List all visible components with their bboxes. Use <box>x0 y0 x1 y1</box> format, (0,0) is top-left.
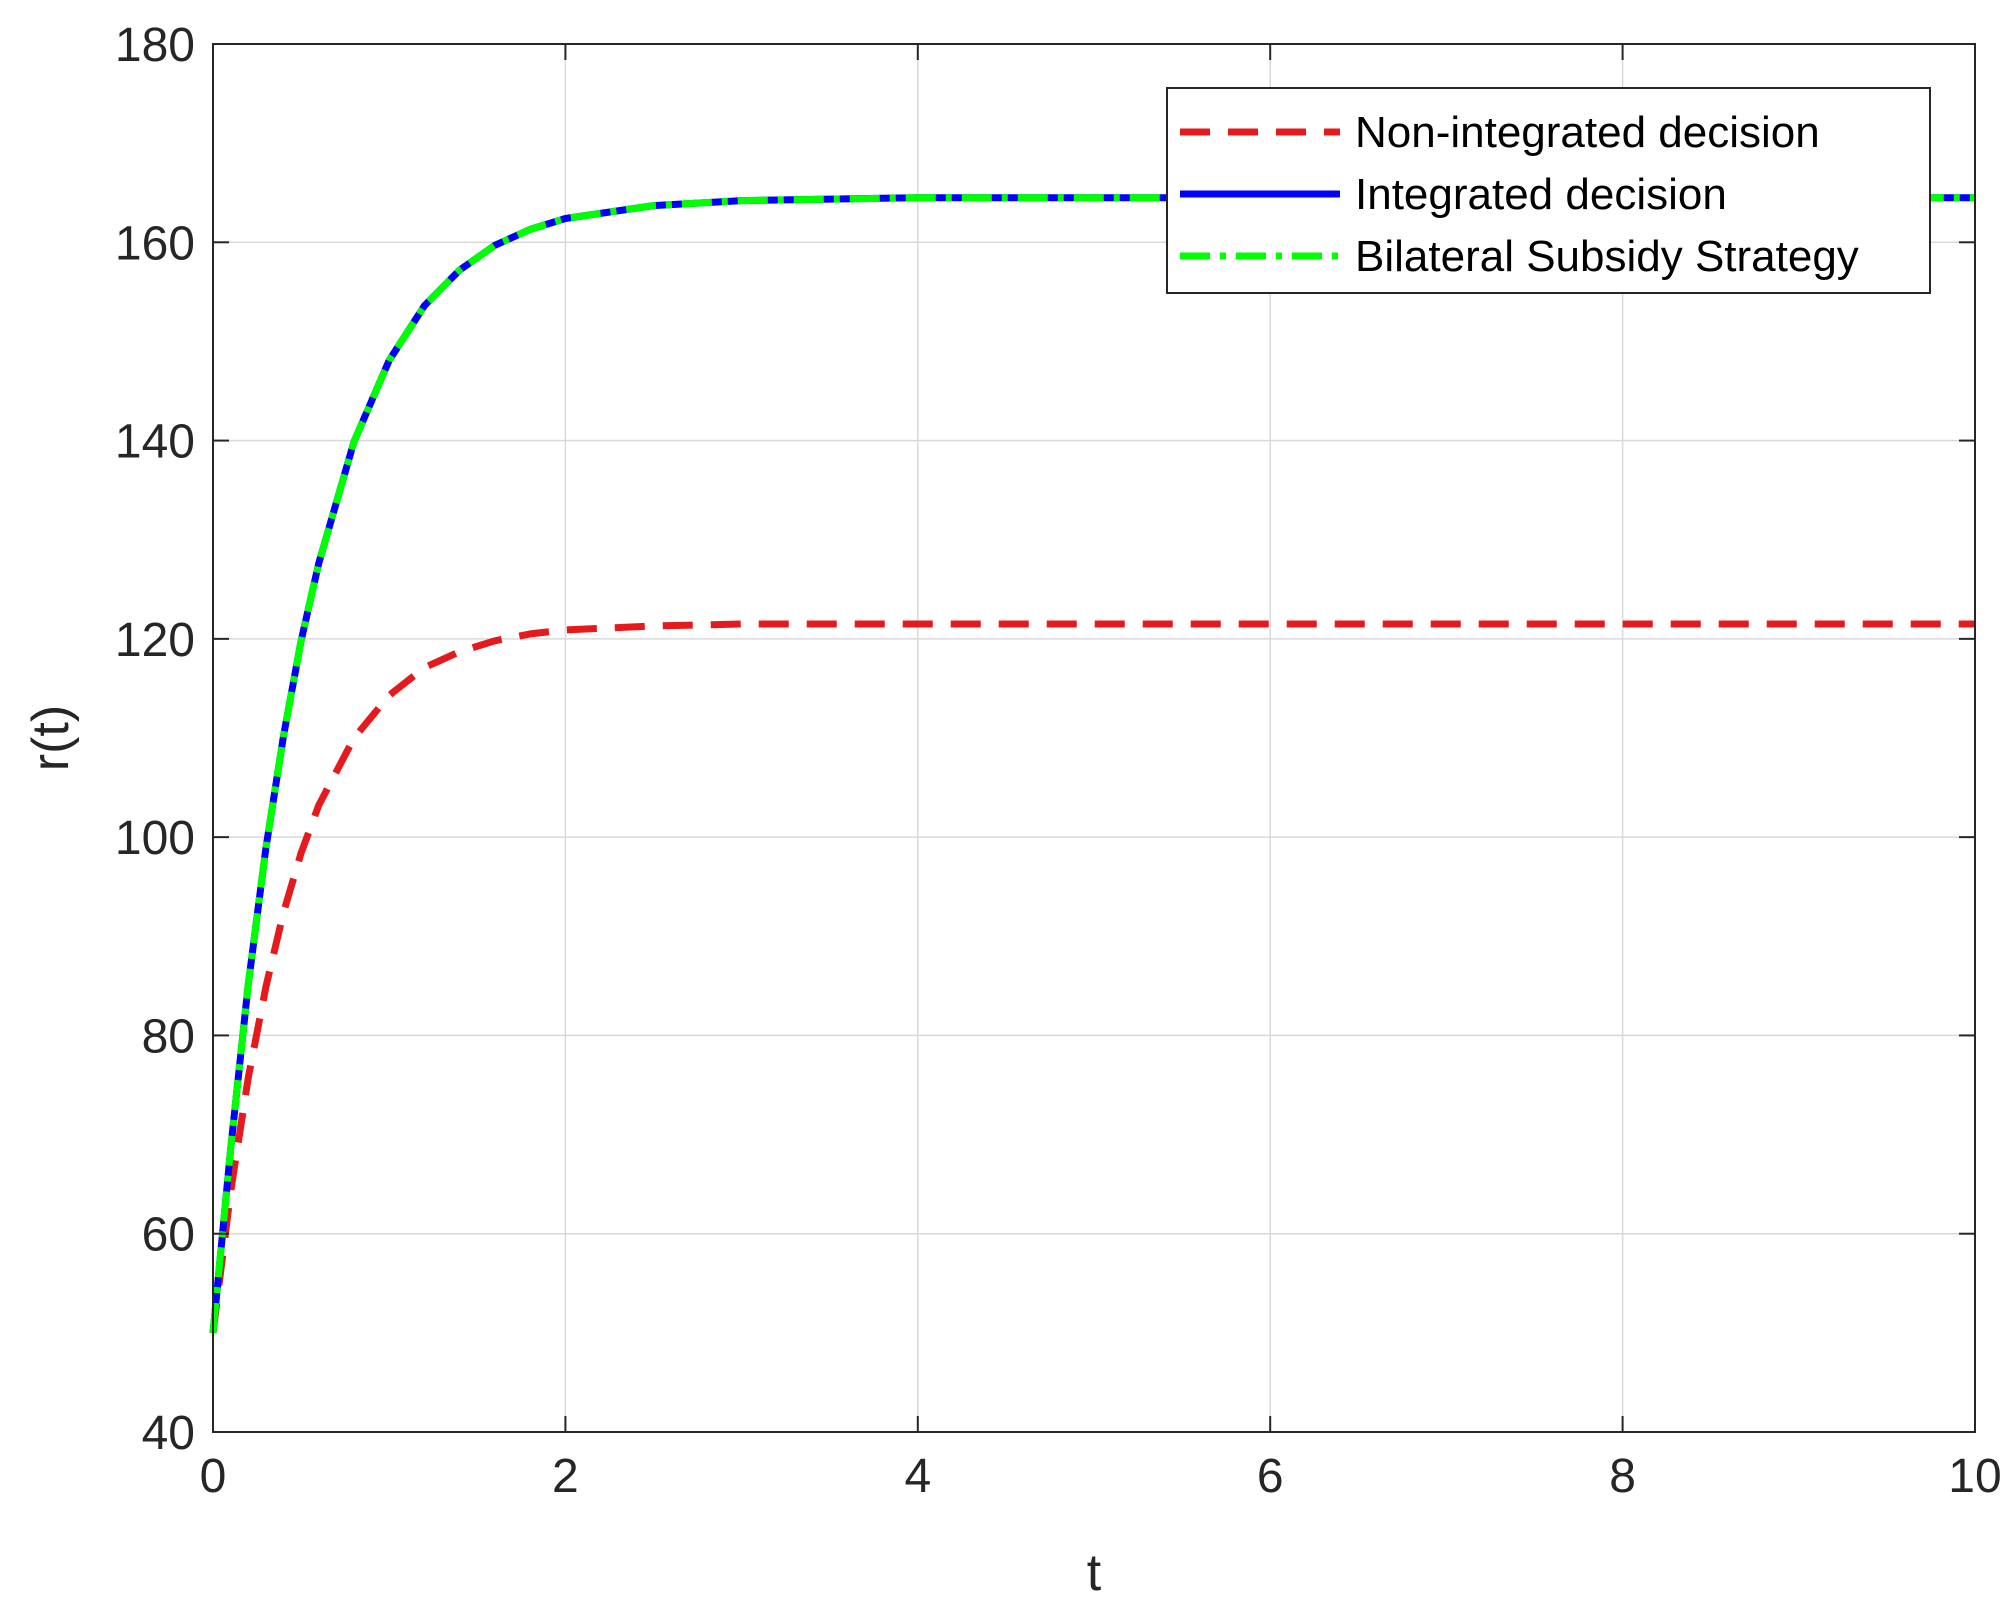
y-tick-label: 180 <box>115 19 195 72</box>
legend-label-bilateral: Bilateral Subsidy Strategy <box>1355 232 1859 281</box>
line-non-integrated-decision <box>209 620 1975 1334</box>
y-tick-label: 80 <box>142 1010 195 1063</box>
y-tick-label: 40 <box>142 1407 195 1460</box>
x-tick-label: 2 <box>552 1450 579 1503</box>
legend-label-integrated: Integrated decision <box>1355 170 1727 219</box>
y-tick-label: 160 <box>115 217 195 270</box>
plot-frame <box>212 43 1976 1433</box>
y-tick-label: 120 <box>115 614 195 667</box>
axis-ticks: 0 2 4 6 8 10 40 60 80 100 120 140 160 180 <box>115 19 2002 1503</box>
legend: Non-integrated decision Integrated decis… <box>1166 87 1931 294</box>
x-tick-label: 8 <box>1609 1450 1636 1503</box>
y-tick-label: 60 <box>142 1209 195 1262</box>
x-axis-label: t <box>1087 1544 1102 1602</box>
x-tick-label: 6 <box>1257 1450 1284 1503</box>
y-axis-label: r(t) <box>22 705 80 771</box>
y-tick-label: 140 <box>115 416 195 469</box>
legend-label-non-integrated: Non-integrated decision <box>1355 108 1820 157</box>
line-bilateral-subsidy-strategy <box>209 194 1975 1334</box>
y-tick-label: 100 <box>115 812 195 865</box>
x-tick-label: 10 <box>1948 1450 2001 1503</box>
x-tick-label: 4 <box>904 1450 931 1503</box>
x-tick-label: 0 <box>200 1450 227 1503</box>
